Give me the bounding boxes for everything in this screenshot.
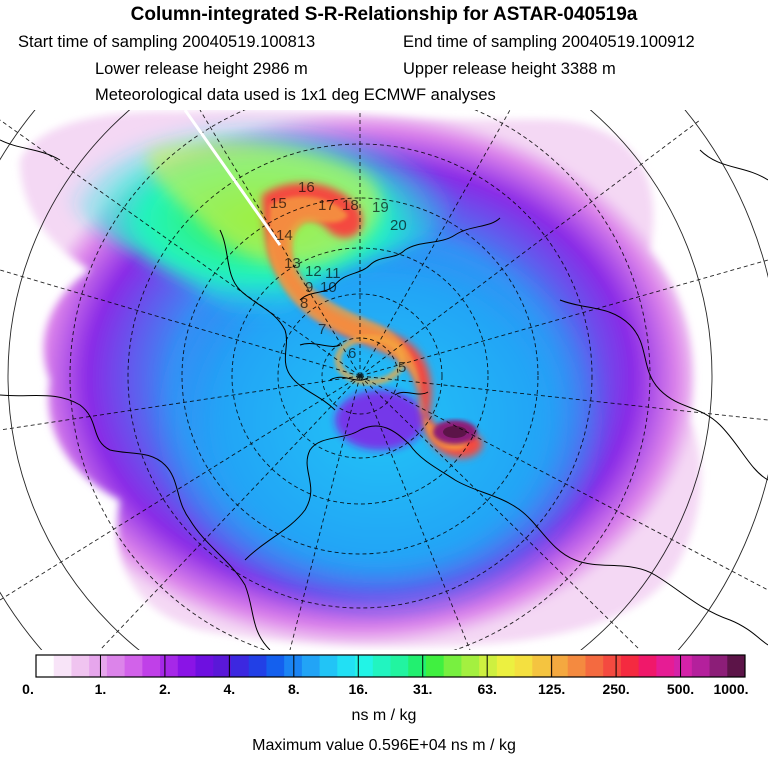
contour-label: 10	[320, 279, 337, 296]
colorbar-swatch	[443, 655, 462, 677]
colorbar-tick-label: 16.	[348, 681, 368, 697]
colorbar-swatch	[638, 655, 657, 677]
colorbar-swatch	[461, 655, 480, 677]
sensitivity-field	[20, 110, 701, 647]
coastlines	[0, 139, 768, 650]
colorbar-swatch	[160, 655, 179, 677]
colorbar-swatch	[709, 655, 728, 677]
colorbar	[35, 654, 746, 678]
contour-label: 15	[270, 195, 287, 212]
contour-labels: 16 15 17 18 19 20 14 13 12 11 10 9 8 7 6…	[270, 179, 407, 376]
contour-label: 13	[284, 255, 301, 272]
colorbar-swatch	[620, 655, 640, 677]
colorbar-swatch	[106, 655, 126, 677]
colorbar-swatch	[213, 655, 232, 677]
met-data-label: Meteorological data used is 1x1 deg ECMW…	[95, 86, 496, 104]
contour-label: 16	[298, 179, 315, 196]
colorbar-swatch	[266, 655, 285, 677]
colorbar-swatch	[337, 655, 356, 677]
colorbar-tick-label: 250.	[602, 681, 630, 697]
colorbar-swatch	[355, 655, 374, 677]
colorbar-swatch	[248, 655, 267, 677]
contour-label: 6	[348, 345, 356, 362]
contour-label: 11	[325, 265, 341, 282]
colorbar-swatch	[142, 655, 161, 677]
colorbar-tick-label: 2.	[159, 681, 171, 697]
colorbar-swatch	[585, 655, 604, 677]
flight-track	[183, 110, 282, 246]
colorbar-swatch	[390, 655, 409, 677]
colorbar-tick-label: 1.	[94, 681, 107, 697]
upper-release-label: Upper release height 3388 m	[403, 60, 616, 78]
colorbar-swatch	[71, 655, 90, 677]
contour-label: 12	[305, 263, 322, 280]
colorbar-swatch	[284, 655, 303, 677]
end-time-label: End time of sampling 20040519.100912	[403, 33, 695, 51]
contour-label: 14	[276, 227, 293, 244]
colorbar-swatch	[124, 655, 143, 677]
colorbar-swatch	[319, 655, 338, 677]
color-legend	[0, 650, 768, 768]
contour-label: 9	[305, 279, 313, 296]
start-time-label: Start time of sampling 20040519.100813	[18, 33, 316, 51]
colorbar-tick-label: 4.	[223, 681, 236, 697]
colorbar-swatch	[727, 655, 746, 677]
lower-release-label: Lower release height 2986 m	[95, 60, 308, 78]
colorbar-swatch	[408, 655, 427, 677]
colorbar-tick-label: 8.	[287, 681, 300, 697]
colorbar-swatch	[550, 655, 569, 677]
colorbar-tick-label: 500.	[666, 681, 695, 697]
colorbar-swatch	[496, 655, 516, 677]
contour-label: 17	[318, 197, 335, 214]
colorbar-tick-label: 31.	[412, 681, 433, 697]
colorbar-swatch	[230, 655, 250, 677]
contour-label: 8	[300, 295, 308, 312]
contour-label: 19	[372, 199, 389, 216]
colorbar-swatch	[195, 655, 214, 677]
contour-label: 5	[398, 359, 406, 376]
colorbar-swatch	[372, 655, 392, 677]
colorbar-swatch	[603, 655, 622, 677]
colorbar-swatch	[514, 655, 533, 677]
units-label: ns m / kg	[351, 707, 417, 724]
colorbar-swatch	[674, 655, 693, 677]
contour-label: 7	[318, 321, 326, 338]
max-value-label: Maximum value 0.596E+04 ns m / kg	[252, 737, 516, 754]
contour-label: 18	[342, 197, 359, 214]
colorbar-swatch	[36, 655, 55, 677]
colorbar-tick-label: 1000.	[713, 681, 749, 697]
map-svg: 16 15 17 18 19 20 14 13 12 11 10 9 8 7 6…	[0, 110, 768, 650]
map-title: Column-integrated S-R-Relationship for A…	[130, 4, 638, 25]
colorbar-swatch	[567, 655, 586, 677]
colorbar-swatch	[479, 655, 498, 677]
graticule	[0, 110, 768, 650]
colorbar-swatch	[532, 655, 551, 677]
colorbar-tick-label: 0.	[22, 681, 34, 697]
colorbar-swatch	[691, 655, 711, 677]
colorbar-swatch	[177, 655, 197, 677]
colorbar-swatch	[425, 655, 445, 677]
map-panel: 16 15 17 18 19 20 14 13 12 11 10 9 8 7 6…	[0, 110, 768, 650]
colorbar-swatch	[656, 655, 675, 677]
colorbar-tick-label: 125.	[538, 681, 566, 697]
colorbar-swatch	[53, 655, 72, 677]
colorbar-tick-label: 63.	[477, 681, 497, 697]
colorbar-swatch	[89, 655, 108, 677]
contour-label: 20	[390, 217, 407, 234]
colorbar-swatch	[301, 655, 321, 677]
